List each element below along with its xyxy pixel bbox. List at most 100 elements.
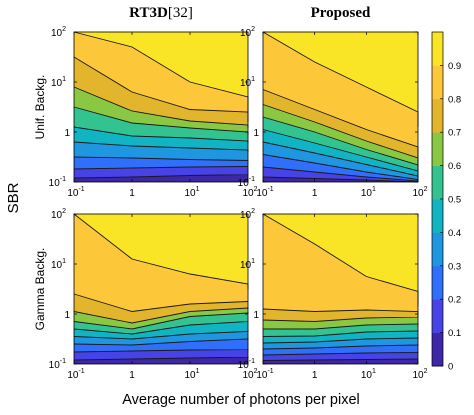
tick-exponent: 2 xyxy=(424,368,428,375)
tick-base: 10 xyxy=(256,188,268,199)
contour-band xyxy=(74,32,248,112)
tick-base: 1 xyxy=(64,310,70,321)
tick-exponent: 2 xyxy=(254,368,258,375)
y-tick-label: 102 xyxy=(240,26,255,39)
y-tick-label: 10-1 xyxy=(238,358,255,371)
colorbar-tick-label: 0.5 xyxy=(448,195,461,206)
colorbar-tick-label: 0.1 xyxy=(448,328,461,339)
x-tick-label: 101 xyxy=(184,368,199,381)
colorbar-tick-label: 0.2 xyxy=(448,295,461,306)
colorbar-segment xyxy=(432,332,443,367)
tick-base: 10 xyxy=(361,370,373,381)
tick-exponent: 2 xyxy=(251,208,255,215)
tick-exponent: -1 xyxy=(60,176,66,183)
tick-exponent: -1 xyxy=(60,358,66,365)
tick-base: 10 xyxy=(51,210,63,221)
tick-base: 10 xyxy=(184,370,196,381)
y-tick-label: 1 xyxy=(253,310,259,321)
colorbar-segment xyxy=(432,165,443,200)
tick-base: 10 xyxy=(240,260,252,271)
x-tick-label: 101 xyxy=(184,186,199,199)
tick-exponent: -1 xyxy=(267,186,273,193)
column-title-main: Proposed xyxy=(311,5,371,21)
tick-exponent: 2 xyxy=(62,208,66,215)
tick-base: 1 xyxy=(253,310,259,321)
tick-exponent: -1 xyxy=(267,368,273,375)
column-title-ref: [32] xyxy=(168,5,193,21)
y-tick-label: 101 xyxy=(240,76,255,89)
tick-exponent: 1 xyxy=(372,186,376,193)
colorbar-tick-label: 0.6 xyxy=(448,161,461,172)
colorbar-segment xyxy=(432,65,443,100)
tick-base: 1 xyxy=(64,128,70,139)
tick-exponent: 1 xyxy=(251,76,255,83)
tick-exponent: 1 xyxy=(196,368,200,375)
tick-base: 10 xyxy=(184,188,196,199)
tick-exponent: 1 xyxy=(372,368,376,375)
colorbar-tick-label: 0 xyxy=(448,362,453,373)
colorbar-tick-label: 0.3 xyxy=(448,261,461,272)
tick-exponent: 1 xyxy=(251,258,255,265)
tick-base: 10 xyxy=(412,370,424,381)
colorbar-segment xyxy=(432,32,443,66)
tick-base: 10 xyxy=(67,370,79,381)
colorbar-segment xyxy=(432,265,443,300)
colorbar-tick-label: 0.8 xyxy=(448,94,461,105)
tick-exponent: 1 xyxy=(62,76,66,83)
tick-exponent: 2 xyxy=(251,26,255,33)
tick-base: 1 xyxy=(129,370,135,381)
tick-base: 10 xyxy=(49,360,61,371)
tick-base: 10 xyxy=(240,78,252,89)
column-title-main: RT3D xyxy=(129,5,168,21)
y-tick-label: 1 xyxy=(64,128,70,139)
x-tick-label: 102 xyxy=(412,186,427,199)
contour-line xyxy=(73,166,249,170)
tick-base: 10 xyxy=(412,188,424,199)
tick-exponent: 2 xyxy=(254,186,258,193)
tick-base: 10 xyxy=(238,360,250,371)
column-title: Proposed xyxy=(311,5,371,21)
y-tick-label: 102 xyxy=(51,26,66,39)
x-tick-label: 10-1 xyxy=(67,186,84,199)
tick-base: 10 xyxy=(49,178,61,189)
tick-exponent: 1 xyxy=(62,258,66,265)
row-label: Unif. Backg. xyxy=(33,75,47,140)
tick-base: 10 xyxy=(242,188,254,199)
tick-base: 1 xyxy=(129,188,135,199)
tick-base: 10 xyxy=(240,28,252,39)
y-tick-label: 101 xyxy=(51,76,66,89)
x-tick-label: 102 xyxy=(242,186,257,199)
x-tick-label: 1 xyxy=(312,188,318,199)
y-tick-label: 10-1 xyxy=(238,176,255,189)
tick-exponent: 2 xyxy=(424,186,428,193)
x-tick-label: 102 xyxy=(242,368,257,381)
tick-base: 10 xyxy=(256,370,268,381)
x-tick-label: 1 xyxy=(312,370,318,381)
panel-frame xyxy=(73,213,249,365)
contour-line xyxy=(262,176,419,183)
tick-base: 10 xyxy=(242,370,254,381)
colorbar-segment xyxy=(432,199,443,233)
x-tick-label: 10-1 xyxy=(256,368,273,381)
contour-line xyxy=(73,293,249,312)
colorbar-segment xyxy=(432,232,443,267)
tick-exponent: 2 xyxy=(62,26,66,33)
x-tick-label: 10-1 xyxy=(67,368,84,381)
x-tick-label: 101 xyxy=(361,368,376,381)
tick-exponent: -1 xyxy=(249,176,255,183)
tick-exponent: 1 xyxy=(196,186,200,193)
x-tick-label: 101 xyxy=(361,186,376,199)
y-tick-label: 10-1 xyxy=(49,358,66,371)
y-tick-label: 1 xyxy=(64,310,70,321)
tick-base: 1 xyxy=(312,188,318,199)
tick-base: 10 xyxy=(51,78,63,89)
tick-base: 1 xyxy=(253,128,259,139)
panel-frame xyxy=(262,213,419,365)
y-tick-label: 101 xyxy=(240,258,255,271)
tick-base: 10 xyxy=(51,260,63,271)
